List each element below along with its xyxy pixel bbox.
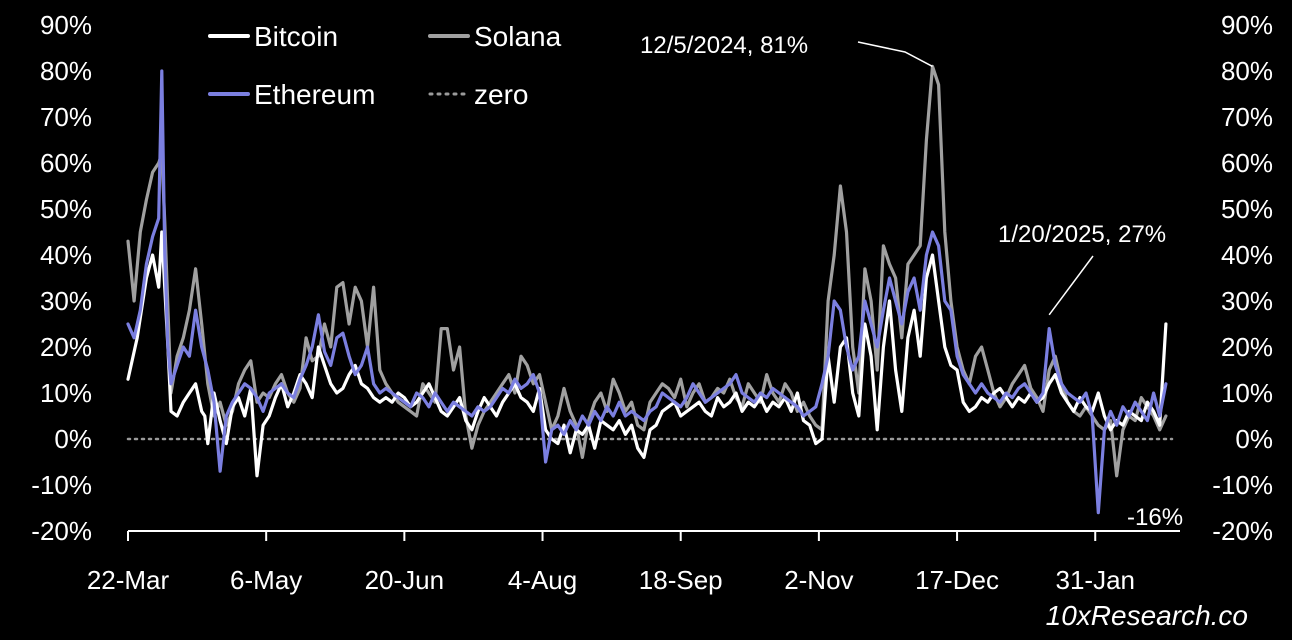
annotation-jan-leader xyxy=(1048,255,1094,316)
y-tick-label-right: 80% xyxy=(1221,56,1273,86)
x-tick-label: 20-Jun xyxy=(365,565,445,595)
legend-label-ethereum: Ethereum xyxy=(254,79,375,110)
y-tick-label-right: 50% xyxy=(1221,194,1273,224)
x-tick-label: 17-Dec xyxy=(915,565,999,595)
y-tick-label-right: -20% xyxy=(1212,516,1273,546)
watermark: 10xResearch.co xyxy=(1045,600,1248,631)
y-tick-label-left: 70% xyxy=(40,102,92,132)
y-tick-label-right: 0% xyxy=(1235,424,1273,454)
legend-label-solana: Solana xyxy=(474,21,562,52)
axis-layer: 22-Mar 6-May 20-Jun 4-Aug 18-Sep 2-Nov 17-Dec 3… xyxy=(31,10,1273,595)
x-tick-label: 6-May xyxy=(230,565,302,595)
x-tick-label: 31-Jan xyxy=(1055,565,1135,595)
annotation-low-label: -16% xyxy=(1127,504,1183,531)
x-tick-label: 18-Sep xyxy=(639,565,723,595)
x-tick-label: 2-Nov xyxy=(784,565,853,595)
y-tick-label-left: 0% xyxy=(54,424,92,454)
legend-label-bitcoin: Bitcoin xyxy=(254,21,338,52)
series-line-solana xyxy=(126,64,1168,478)
y-tick-label-left: 90% xyxy=(40,10,92,40)
y-tick-label-right: 70% xyxy=(1221,102,1273,132)
y-tick-label-left: 20% xyxy=(40,332,92,362)
y-tick-label-right: 40% xyxy=(1221,240,1273,270)
y-tick-label-left: 40% xyxy=(40,240,92,270)
y-tick-label-right: 30% xyxy=(1221,286,1273,316)
annotation-peak-label: 12/5/2024, 81% xyxy=(640,32,808,59)
y-tick-label-left: -10% xyxy=(31,470,92,500)
y-tick-label-left: 80% xyxy=(40,56,92,86)
x-tick-label: 22-Mar xyxy=(87,565,170,595)
y-tick-label-left: 30% xyxy=(40,286,92,316)
y-tick-label-left: 60% xyxy=(40,148,92,178)
legend-label-zero: zero xyxy=(474,79,528,110)
series-layer xyxy=(126,64,1168,515)
y-tick-label-right: 10% xyxy=(1221,378,1273,408)
y-tick-label-right: -10% xyxy=(1212,470,1273,500)
y-tick-label-left: 50% xyxy=(40,194,92,224)
legend: Bitcoin Solana Ethereum zero xyxy=(208,21,562,110)
annotation-jan-label: 1/20/2025, 27% xyxy=(998,221,1166,248)
y-tick-label-right: 90% xyxy=(1221,10,1273,40)
annotation-peak-leader xyxy=(857,41,933,68)
y-tick-label-left: -20% xyxy=(31,516,92,546)
annotations: 12/5/2024, 81% 1/20/2025, 27% -16% xyxy=(640,32,1183,531)
y-tick-label-left: 10% xyxy=(40,378,92,408)
series-line-ethereum xyxy=(126,69,1168,515)
y-tick-label-right: 60% xyxy=(1221,148,1273,178)
x-tick-label: 4-Aug xyxy=(508,565,577,595)
y-tick-label-right: 20% xyxy=(1221,332,1273,362)
